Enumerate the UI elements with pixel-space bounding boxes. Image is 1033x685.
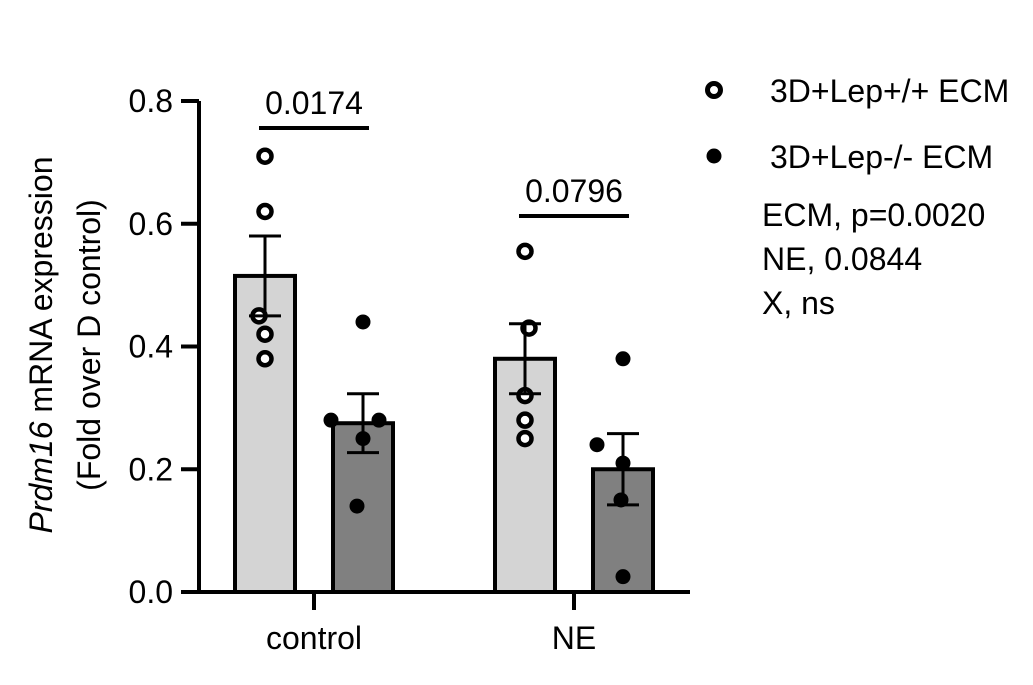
y-tick-label: 0.6 [129, 206, 173, 242]
y-tick-label: 0.2 [129, 451, 173, 487]
stats-line-3: X, ns [762, 285, 835, 321]
legend-label-series-2: 3D+Lep-/- ECM [770, 139, 993, 175]
data-point [516, 411, 534, 429]
data-point [589, 437, 605, 453]
stats-line-2: NE, 0.0844 [762, 241, 922, 277]
stats-annotation: ECM, p=0.0020 NE, 0.0844 X, ns [762, 197, 985, 321]
y-tick-label: 0.4 [129, 329, 173, 365]
data-point [323, 412, 339, 428]
x-tick-label: NE [552, 620, 596, 656]
data-point [256, 202, 274, 221]
data-point [256, 147, 274, 165]
y-tick-label: 0.8 [129, 83, 173, 119]
legend-marker-open-circle [705, 81, 723, 99]
data-point [371, 412, 387, 428]
y-axis-label-line2: (Fold over D control) [71, 199, 107, 491]
significance-label: 0.0174 [265, 85, 363, 121]
data-point [349, 498, 365, 514]
plot-area: 0.0 0.2 0.4 0.6 0.8 control NE 0.0174 0.0796 [129, 83, 690, 656]
significance-label: 0.0796 [525, 173, 623, 209]
data-point [256, 325, 274, 343]
y-axis-label-line1: Prdm16 mRNA expression [23, 156, 59, 533]
legend-label-series-1: 3D+Lep+/+ ECM [770, 73, 1009, 109]
data-point [615, 569, 631, 585]
bar [233, 273, 297, 594]
data-point [355, 314, 371, 330]
data-point [256, 350, 274, 368]
legend: 3D+Lep+/+ ECM 3D+Lep-/- ECM [705, 73, 1009, 175]
data-point [615, 351, 631, 367]
y-tick-label: 0.0 [129, 574, 173, 610]
data-point [516, 429, 534, 448]
x-tick-label: control [266, 620, 362, 656]
data-point [516, 242, 534, 261]
stats-line-1: ECM, p=0.0020 [762, 197, 985, 233]
legend-marker-filled-circle [706, 148, 722, 164]
